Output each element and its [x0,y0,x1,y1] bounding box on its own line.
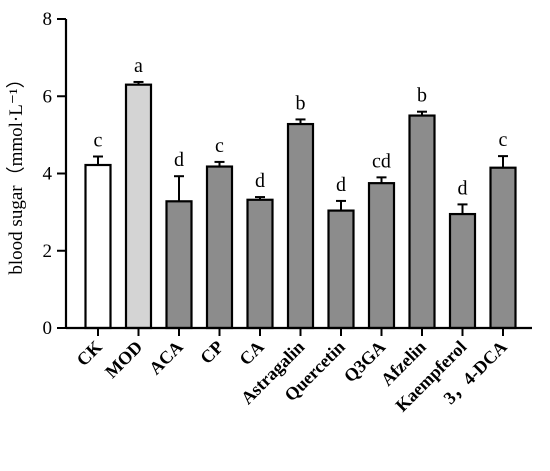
y-tick-label: 0 [43,318,53,339]
y-axis: 0 2 4 6 8 [43,9,68,339]
x-tick-label: MOD [101,337,146,382]
y-axis-label: blood sugar（mmol·L⁻¹） [5,69,27,274]
significance-label: d [255,170,265,192]
significance-label: c [94,130,103,152]
significance-label: d [336,174,346,196]
significance-label: a [134,55,143,77]
bar-ca [246,198,274,330]
significance-label: b [417,85,427,107]
bar-kaempferol [448,212,477,330]
bar-ck [84,163,112,330]
bar-astragalin [286,122,315,330]
y-tick-label: 4 [43,164,53,185]
x-tick-label: CA [235,337,268,370]
bar-q3ga [367,182,396,330]
significance-label: c [499,129,508,151]
significance-label: d [458,177,468,199]
x-tick-label: CK [73,337,106,370]
bar-afzelin [408,114,436,330]
bar-quercetin [327,209,355,330]
bar-3-4-dca [489,166,517,330]
significance-label: c [215,135,224,157]
x-tick-label: CP [196,337,227,368]
bar-aca [165,200,193,330]
y-tick-label: 2 [43,241,53,262]
x-tick-label: ACA [145,337,187,379]
significance-label: d [174,149,184,171]
significance-label: b [296,92,306,114]
y-tick-label: 6 [43,86,53,107]
bar-cp [205,165,234,330]
significance-label: cd [372,150,391,172]
y-tick-label: 8 [43,9,53,30]
bar-mod [124,83,153,330]
